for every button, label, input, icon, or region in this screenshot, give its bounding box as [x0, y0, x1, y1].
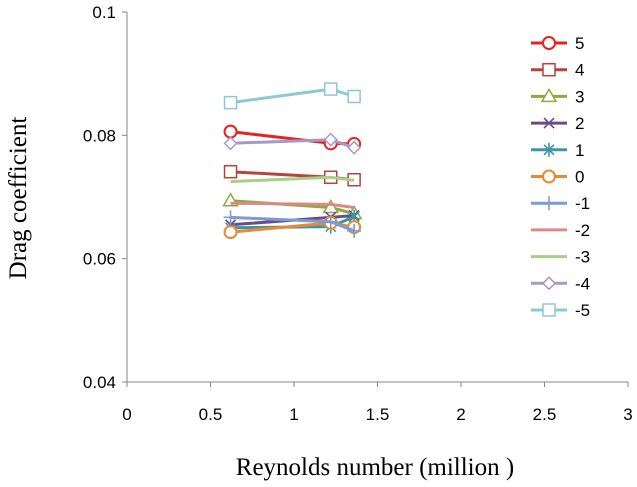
legend-label: 0: [575, 168, 584, 187]
data-point: [347, 89, 361, 104]
axes: 0.04 0.06 0.08 0.1 0 0.5 1 1.5 2 2.5 3: [83, 3, 633, 424]
legend-marker: [541, 276, 557, 291]
y-tick-label: 0.06: [83, 250, 116, 269]
legend-marker: [542, 196, 556, 211]
series-line: [230, 175, 355, 184]
y-tick-label: 0.08: [83, 126, 116, 145]
data-point: [323, 214, 338, 229]
series-line: [230, 201, 355, 209]
x-tick-label: 0: [122, 405, 131, 424]
legend-marker: [540, 87, 558, 103]
series--3: [230, 175, 355, 184]
x-tick-label: 1.5: [366, 405, 390, 424]
series-layer: [222, 82, 363, 240]
x-tick-label: 2: [456, 405, 465, 424]
data-point: [347, 140, 362, 155]
data-point: [223, 136, 238, 151]
data-point: [223, 124, 238, 139]
x-tick-label: 2.5: [533, 405, 557, 424]
data-point: [223, 164, 238, 179]
legend-entry: 5: [531, 34, 584, 53]
data-point: [323, 132, 338, 147]
legend-entry: 1: [531, 141, 584, 160]
legend-label: 5: [575, 34, 584, 53]
legend-marker: [543, 117, 555, 129]
y-axis-title: Drag coefficient: [5, 117, 32, 280]
y-tick-label: 0.1: [92, 3, 116, 22]
legend-marker: [542, 36, 556, 50]
legend-marker: [542, 169, 556, 184]
x-axis-title: Reynolds number (million ): [236, 454, 514, 481]
legend-label: -1: [575, 194, 590, 213]
x-tick-label: 1: [289, 405, 298, 424]
data-point: [223, 210, 238, 225]
series-5: [223, 124, 362, 151]
data-point: [223, 95, 238, 110]
legend-entry: 3: [531, 87, 584, 106]
legend-entry: -3: [531, 248, 590, 267]
series--2: [230, 201, 355, 209]
legend-marker: [542, 62, 556, 77]
y-tick-label: 0.04: [83, 373, 116, 392]
series--1: [223, 210, 362, 238]
data-point: [347, 223, 362, 238]
legend-label: -5: [575, 301, 590, 320]
legend: 5 4 3 2 1 0 -1 -2 -3 -4 -5: [531, 34, 590, 320]
x-tick-label: 0.5: [199, 405, 223, 424]
data-point: [223, 225, 238, 240]
legend-marker: [543, 142, 555, 157]
data-point: [323, 82, 338, 96]
series--5: [223, 82, 361, 110]
legend-entry: 2: [531, 114, 584, 133]
legend-label: 2: [575, 114, 584, 133]
legend-entry: -5: [531, 301, 590, 320]
legend-label: -3: [575, 248, 590, 267]
legend-entry: -4: [531, 274, 590, 293]
legend-label: 1: [575, 141, 584, 160]
legend-label: 4: [575, 61, 584, 80]
legend-entry: -1: [531, 194, 590, 213]
legend-entry: 0: [531, 168, 584, 187]
series-4: [223, 164, 361, 187]
legend-entry: 4: [531, 61, 584, 80]
x-tick-label: 3: [623, 405, 632, 424]
legend-label: -2: [575, 221, 590, 240]
legend-label: -4: [575, 274, 590, 293]
legend-label: 3: [575, 87, 584, 106]
legend-entry: -2: [531, 221, 590, 240]
series--4: [223, 132, 362, 155]
data-point: [322, 198, 340, 214]
legend-marker: [542, 303, 556, 317]
